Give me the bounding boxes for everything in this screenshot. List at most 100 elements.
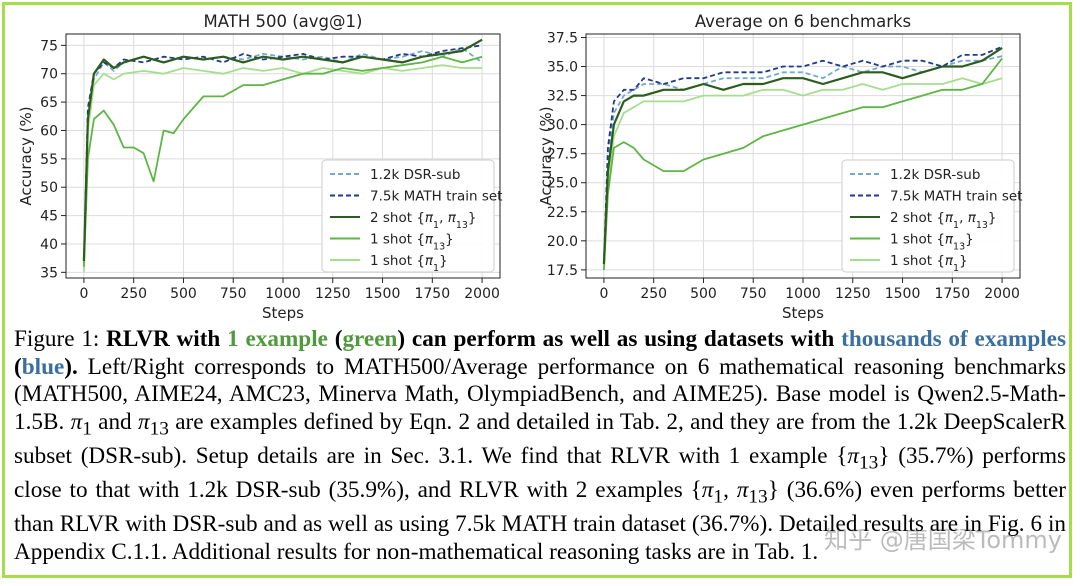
- caption-bold-3: ) can perform as well as using datasets …: [397, 326, 842, 352]
- series-line-two_shot: [82, 38, 483, 262]
- legend-label-part: π: [425, 253, 434, 269]
- caption-figure-label: Figure 1:: [14, 326, 107, 352]
- y-tick-label: 45: [40, 209, 58, 225]
- legend-label-part: 2 shot {: [370, 210, 425, 226]
- legend-label-two_shot: 2 shot {π1, π13}: [370, 210, 477, 231]
- x-tick-label: 1250: [315, 286, 351, 302]
- right-chart: Average on 6 benchmarks 17.5 20.0 22.5 25.0 2…: [537, 12, 1022, 322]
- x-tick-label: 250: [640, 286, 667, 302]
- caption-pi1: π: [70, 408, 83, 435]
- legend-label-part: π: [425, 210, 434, 226]
- y-tick-label: 22.5: [547, 205, 578, 221]
- y-tick-label: 55: [40, 152, 58, 168]
- y-tick-label: 20.0: [547, 234, 578, 250]
- legend-label-part: }: [445, 232, 454, 248]
- legend-label-part: }: [965, 232, 974, 248]
- legend-label-part: 1.2k DSR-sub: [890, 167, 980, 183]
- caption-green-2: green: [342, 326, 398, 352]
- y-axis-label: Accuracy (%): [17, 106, 35, 205]
- y-tick-label: 60: [40, 123, 58, 139]
- x-tick-label: 1500: [365, 286, 401, 302]
- y-tick-label: 35: [40, 265, 58, 281]
- caption-body-3: are examples defined by Eqn. 2 and detai…: [14, 408, 1066, 470]
- caption-pi1-sub: 1: [82, 418, 92, 440]
- y-tick-label: 40: [40, 237, 58, 253]
- caption-pi13: π: [137, 408, 150, 435]
- x-tick-label: 0: [79, 286, 88, 302]
- plot-border: [585, 33, 1021, 279]
- x-tick-label: 1750: [414, 286, 450, 302]
- caption-body-4: } (35.7%) performs close to that with 1.…: [14, 443, 1067, 504]
- y-tick-label: 27.5: [547, 147, 578, 163]
- legend-label-part: π: [448, 210, 457, 226]
- legend-label-part: 1 shot {: [890, 232, 945, 248]
- legend-label-part: 13: [976, 220, 988, 231]
- legend-box: [841, 159, 1015, 273]
- x-tick-label: 750: [740, 286, 767, 302]
- caption-pi-b-sub: 1: [713, 486, 724, 508]
- caption-body-6: } (36.6%) even performs better than RLVR…: [14, 477, 1066, 566]
- legend-label-part: 1: [953, 220, 959, 231]
- legend-label-part: π: [968, 210, 977, 226]
- series-line-dsr: [83, 47, 483, 267]
- caption-pi-b: π: [701, 477, 714, 504]
- legend-label-part: 13: [953, 241, 965, 252]
- caption-pi13-sub: 13: [149, 418, 169, 440]
- x-axis-label: Steps: [262, 304, 304, 322]
- series-line-math: [603, 45, 1003, 265]
- legend-label-part: 1 shot {: [370, 232, 425, 248]
- x-tick-label: 250: [120, 286, 147, 302]
- caption-pi-c: π: [736, 477, 749, 504]
- legend-label-part: 7.5k MATH train set: [890, 189, 1022, 205]
- legend-label-part: π: [945, 232, 954, 248]
- x-axis-label: Steps: [782, 304, 824, 322]
- legend-label-math: 7.5k MATH train set: [370, 189, 502, 205]
- legend-label-part: }: [468, 210, 477, 226]
- legend-label-part: 7.5k MATH train set: [370, 189, 502, 205]
- legend-label-one_shot_13: 1 shot {π13}: [370, 232, 454, 253]
- x-tick-label: 1500: [885, 286, 921, 302]
- series-line-one_shot_1: [603, 77, 1003, 270]
- y-axis-label: Accuracy (%): [537, 106, 555, 205]
- caption-bold-1: RLVR with: [106, 326, 228, 352]
- legend-label-part: }: [959, 253, 968, 269]
- legend-label-part: π: [945, 253, 954, 269]
- chart-title: MATH 500 (avg@1): [204, 12, 363, 31]
- y-tick-label: 70: [40, 67, 58, 83]
- x-tick-label: 2000: [464, 286, 500, 302]
- caption-bold-2: (: [327, 326, 343, 352]
- y-tick-label: 17.5: [547, 263, 578, 279]
- legend-label-one_shot_1: 1 shot {π1}: [370, 253, 448, 274]
- legend-label-one_shot_1: 1 shot {π1}: [890, 253, 968, 274]
- legend-label-part: 1 shot {: [890, 253, 945, 269]
- legend-label-part: π: [425, 232, 434, 248]
- legend-label-part: 1: [433, 220, 439, 231]
- legend-label-dsr: 1.2k DSR-sub: [370, 167, 460, 183]
- caption-body-1: Left/Right corresponds to MATH500/Averag…: [14, 353, 1066, 435]
- chart-title: Average on 6 benchmarks: [695, 12, 911, 31]
- legend-label-two_shot: 2 shot {π1, π13}: [890, 210, 997, 231]
- legend-label-dsr: 1.2k DSR-sub: [890, 167, 980, 183]
- y-tick-label: 30.0: [547, 118, 578, 134]
- legend-label-part: 1: [433, 263, 439, 274]
- x-tick-label: 0: [599, 286, 608, 302]
- series-line-one_shot_1: [83, 64, 483, 273]
- legend-label-part: 13: [433, 241, 445, 252]
- y-tick-label: 35.0: [547, 60, 578, 76]
- legend-label-part: }: [439, 253, 448, 269]
- caption-green-1: 1 example: [227, 326, 328, 352]
- y-tick-label: 37.5: [547, 30, 578, 46]
- legend-label-part: 1.2k DSR-sub: [370, 167, 460, 183]
- caption-pi-a-sub: 13: [859, 452, 879, 474]
- x-tick-label: 500: [690, 286, 717, 302]
- y-tick-label: 75: [40, 38, 58, 54]
- series-line-one_shot_13: [603, 57, 1003, 270]
- x-tick-label: 1250: [835, 286, 871, 302]
- y-tick-label: 25.0: [547, 176, 578, 192]
- caption-blue-1: thousands of examples: [841, 326, 1066, 352]
- x-tick-label: 500: [170, 286, 197, 302]
- legend-label-part: }: [988, 210, 997, 226]
- plot-border: [65, 33, 501, 279]
- legend-label-part: ,: [959, 210, 968, 226]
- legend-box: [321, 159, 495, 273]
